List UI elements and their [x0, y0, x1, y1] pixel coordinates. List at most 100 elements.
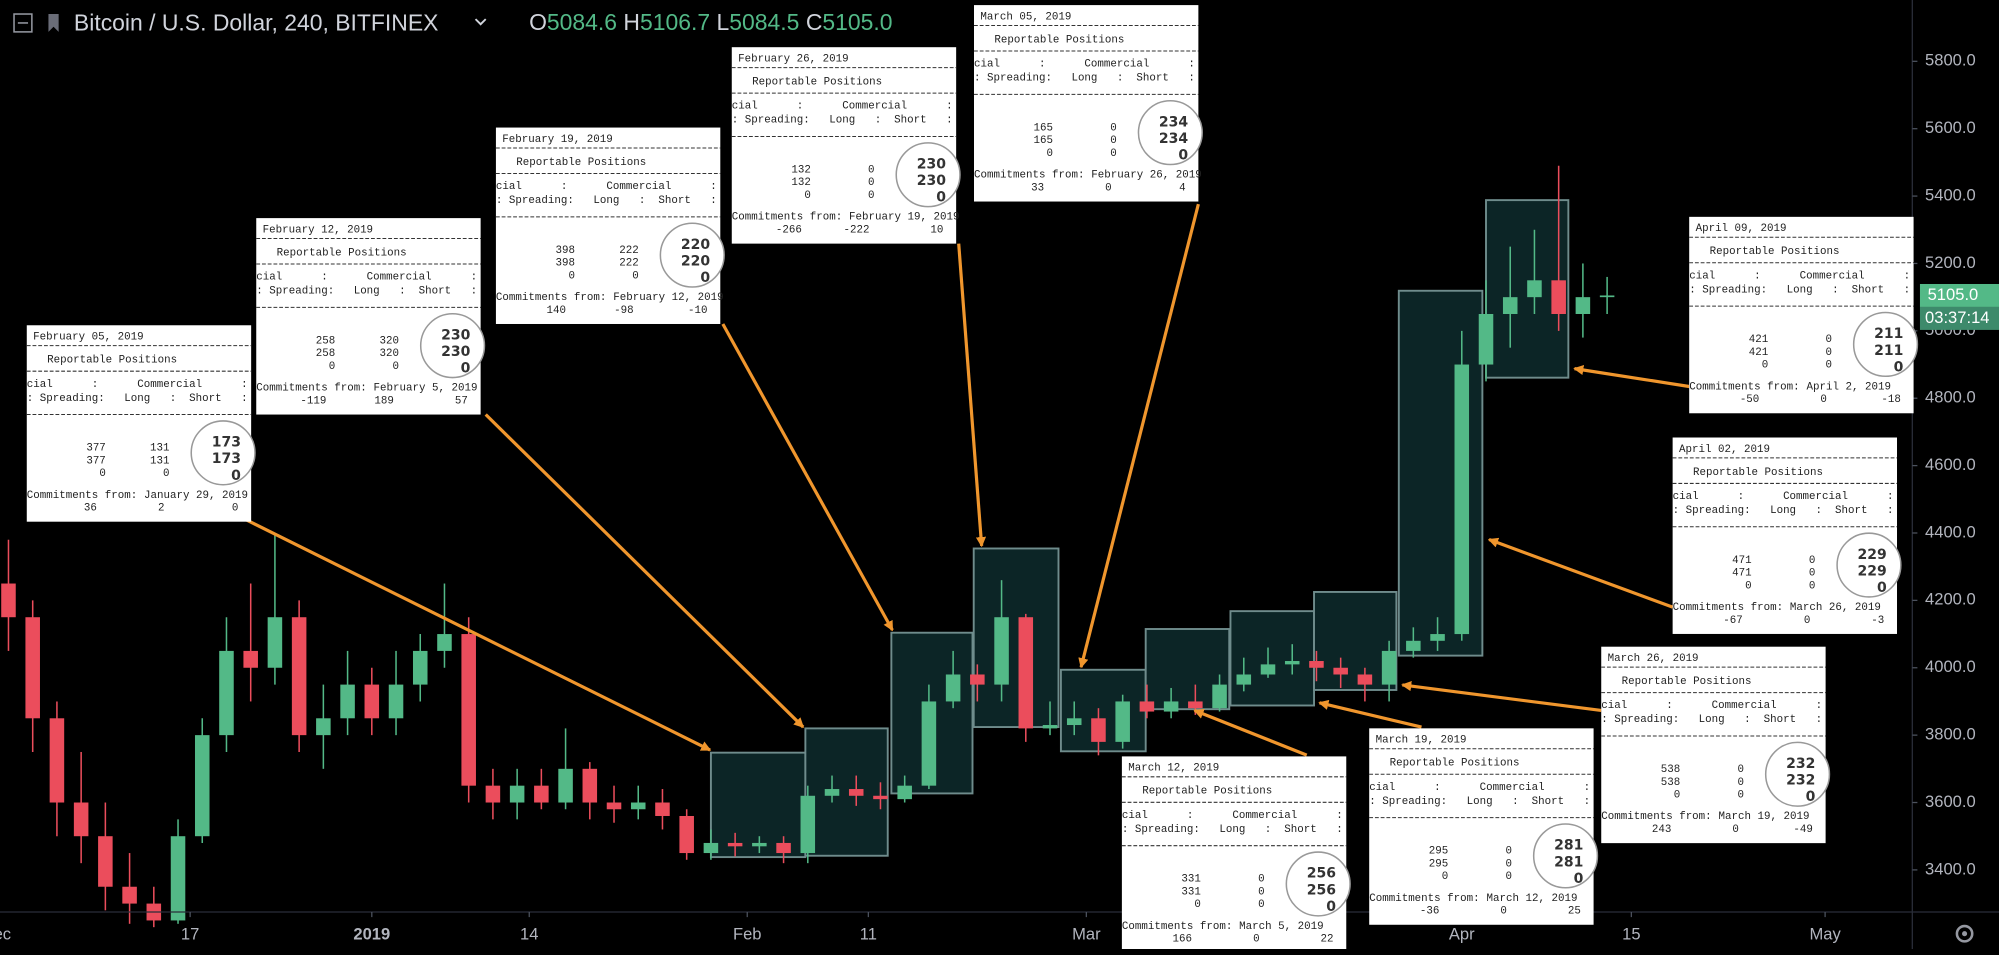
candle-body	[219, 650, 234, 736]
candle-body	[388, 684, 404, 719]
gear[interactable]	[1955, 924, 1974, 943]
report-date: March 05, 2019	[980, 11, 1071, 23]
column-header: cial : Commercial :	[1689, 270, 1910, 282]
circled-value: 229	[1858, 547, 1887, 563]
position-value: 0	[1809, 568, 1815, 580]
change-value: 0	[232, 503, 238, 515]
position-value: 295	[1429, 858, 1448, 870]
highlight-circle	[1836, 532, 1902, 598]
from-label: Commitments from:	[27, 490, 137, 502]
column-header: cial : Commercial :	[974, 59, 1195, 71]
ohlc-value: 5084.5	[729, 9, 799, 35]
position-value: 0	[1738, 777, 1744, 789]
candle-body	[1333, 667, 1348, 675]
candle-body	[73, 802, 89, 837]
from-date: January 29, 2019	[144, 490, 248, 502]
candle-body	[1575, 297, 1591, 314]
change-value: 243	[1652, 824, 1671, 836]
column-header: : Spreading: Long : Short :	[1122, 824, 1343, 836]
report-heading: Reportable Positions	[516, 157, 646, 169]
y-tick-label: 5600.0	[1925, 118, 1976, 137]
change-value: -36	[1420, 906, 1439, 918]
ohlc-key: C	[806, 9, 823, 35]
candle-body	[485, 785, 501, 803]
arrow	[1078, 203, 1200, 669]
position-value: 0	[1505, 846, 1511, 858]
x-tick-label: Mar	[1072, 924, 1101, 943]
candle-body	[98, 836, 113, 887]
report-heading: Reportable Positions	[1142, 786, 1272, 798]
position-value: 165	[1034, 135, 1053, 147]
position-value: 538	[1661, 777, 1680, 789]
change-value: 0	[1732, 824, 1738, 836]
candle-body	[412, 650, 428, 685]
report-heading: Reportable Positions	[47, 355, 177, 367]
candle-body	[267, 617, 283, 668]
from-date: February 5, 2019	[374, 383, 478, 395]
cot-report: April 09, 2019 Reportable Positions cial :…	[1689, 216, 1919, 414]
position-value: 0	[1110, 148, 1116, 160]
position-value: 0	[868, 190, 874, 202]
candle-body	[945, 674, 961, 702]
candle-body	[970, 674, 985, 685]
position-value: 0	[1738, 790, 1744, 802]
change-value: 25	[1568, 906, 1581, 918]
symbol-flag[interactable]	[48, 14, 59, 32]
collapse-icon[interactable]	[13, 13, 33, 33]
highlight-box	[804, 727, 889, 857]
candle-body	[1599, 295, 1615, 298]
axes: 3400.0 3600.0 3800.0 4000.0 4200.0 4400.0 4600…	[0, 51, 1999, 943]
candle-body	[1236, 674, 1252, 685]
from-date: March 12, 2019	[1486, 893, 1577, 905]
symbol-menu-chevron[interactable]	[474, 18, 487, 26]
cot-report: March 26, 2019 Reportable Positions cial :…	[1601, 646, 1831, 844]
position-value: 0	[1258, 899, 1264, 911]
highlight-box	[972, 547, 1060, 729]
position-value: 0	[1258, 886, 1264, 898]
position-value: 398	[555, 245, 574, 257]
highlight-circle	[1137, 100, 1203, 166]
circled-value: 234	[1159, 131, 1188, 147]
candle-body	[1163, 701, 1179, 712]
ohlc-legend: O5084.6 H5106.7 L5084.5 C5105.0	[529, 9, 892, 35]
report-heading: Reportable Positions	[277, 247, 407, 259]
position-value: 0	[1194, 899, 1200, 911]
column-header: cial : Commercial :	[1601, 700, 1822, 712]
y-tick-label: 4800.0	[1925, 388, 1976, 407]
report-date: February 12, 2019	[263, 224, 373, 236]
position-value: 421	[1749, 334, 1768, 346]
change-value: -18	[1881, 394, 1900, 406]
candle-body	[1139, 701, 1155, 712]
change-value: 57	[455, 395, 468, 407]
settings-icon[interactable]	[1955, 924, 1974, 943]
candle-body	[1284, 661, 1300, 665]
candle-body	[848, 789, 864, 796]
highlight-box	[1059, 668, 1147, 753]
candle-body	[243, 650, 258, 668]
from-label: Commitments from:	[256, 383, 366, 395]
y-tick-label: 4000.0	[1925, 657, 1976, 676]
y-tick-label: 3400.0	[1925, 859, 1976, 878]
candle-body	[1478, 313, 1494, 365]
symbol-title[interactable]: Bitcoin / U.S. Dollar, 240, BITFINEX	[74, 9, 438, 35]
column-header: : Spreading: Long : Short :	[1601, 714, 1822, 726]
circled-value: 220	[681, 237, 710, 253]
from-date: March 26, 2019	[1790, 602, 1881, 614]
change-value: 4	[1179, 182, 1185, 194]
position-value: 258	[316, 348, 335, 360]
change-value: 2	[158, 503, 164, 515]
position-value: 0	[1738, 764, 1744, 776]
candle-body	[897, 785, 912, 800]
position-value: 0	[393, 361, 399, 373]
arrow	[1401, 681, 1602, 713]
candle-body	[655, 802, 670, 816]
circled-value: 230	[917, 157, 946, 173]
change-value: 10	[930, 224, 943, 236]
ohlc-value: 5105.0	[822, 9, 892, 35]
position-value: 320	[380, 348, 399, 360]
ohlc-key: L	[717, 9, 730, 35]
position-value: 258	[316, 335, 335, 347]
circled-value: 173	[212, 451, 241, 467]
position-value: 377	[86, 455, 105, 467]
ohlc-value: 5084.6	[547, 9, 617, 35]
